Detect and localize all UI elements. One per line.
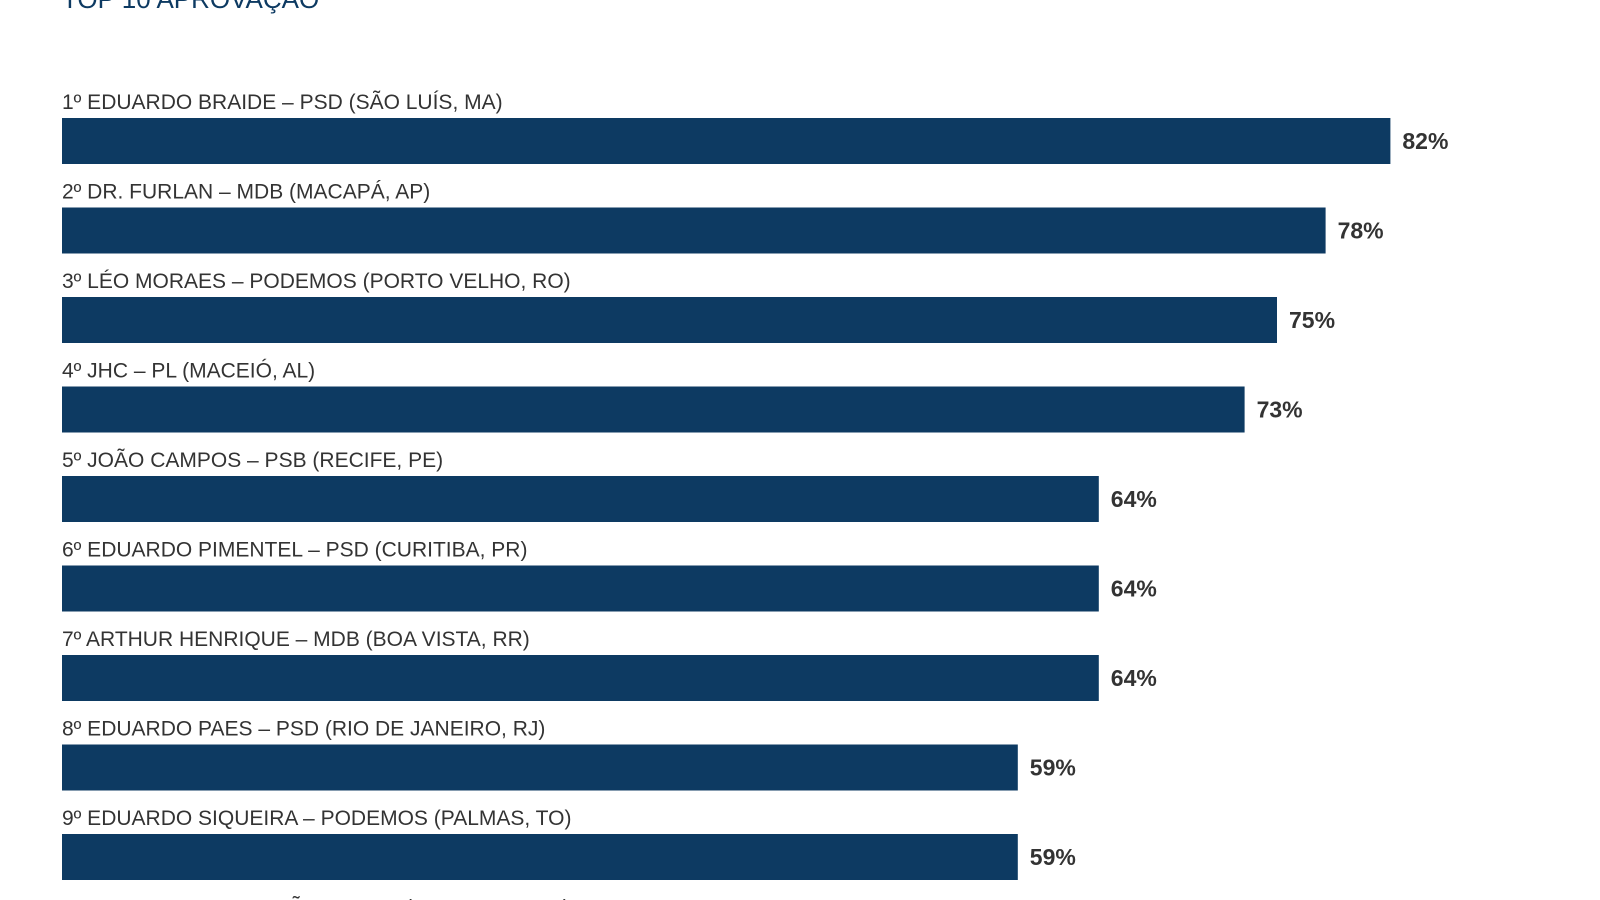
bar (62, 476, 1099, 522)
value-label: 82% (1402, 128, 1448, 154)
bars-group: 1º EDUARDO BRAIDE – PSD (SÃO LUÍS, MA) 82… (62, 90, 1448, 900)
category-label: 1º EDUARDO BRAIDE – PSD (SÃO LUÍS, MA) (62, 90, 503, 114)
value-label: 75% (1289, 307, 1335, 333)
bar (62, 297, 1277, 343)
category-label: 6º EDUARDO PIMENTEL – PSD (CURITIBA, PR) (62, 539, 527, 562)
value-label: 59% (1030, 755, 1076, 781)
bar (62, 386, 1245, 433)
value-label: 73% (1257, 397, 1303, 423)
bar (62, 207, 1326, 254)
chart-title: TOP 10 APROVAÇÃO (62, 0, 319, 14)
category-label: 10º BRUNO REIS – UNIÃO BRASIL (SALVADOR,… (62, 896, 570, 900)
bar (62, 744, 1018, 791)
bar (62, 655, 1099, 701)
value-label: 78% (1338, 218, 1384, 244)
value-label: 64% (1111, 486, 1157, 512)
category-label: 9º EDUARDO SIQUEIRA – PODEMOS (PALMAS, T… (62, 807, 571, 830)
category-label: 5º JOÃO CAMPOS – PSB (RECIFE, PE) (62, 448, 443, 472)
value-label: 59% (1030, 844, 1076, 870)
value-label: 64% (1111, 665, 1157, 691)
bar (62, 834, 1018, 880)
category-label: 8º EDUARDO PAES – PSD (RIO DE JANEIRO, R… (62, 718, 545, 741)
category-label: 2º DR. FURLAN – MDB (MACAPÁ, AP) (62, 181, 430, 204)
value-label: 64% (1111, 576, 1157, 602)
bar (62, 118, 1391, 164)
bar (62, 565, 1099, 612)
category-label: 3º LÉO MORAES – PODEMOS (PORTO VELHO, RO… (62, 270, 571, 293)
category-label: 4º JHC – PL (MACEIÓ, AL) (62, 360, 315, 383)
category-label: 7º ARTHUR HENRIQUE – MDB (BOA VISTA, RR) (62, 628, 530, 651)
